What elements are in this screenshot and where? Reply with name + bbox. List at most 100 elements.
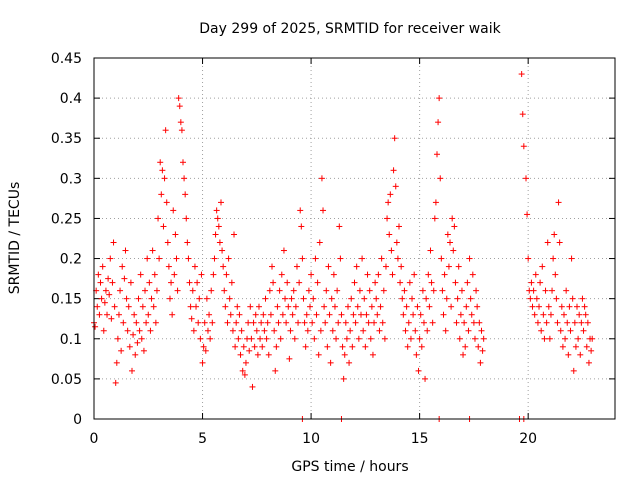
data-point (152, 319, 159, 326)
data-point (412, 327, 419, 334)
y-tick-label: 0.3 (60, 171, 82, 187)
data-point (462, 343, 469, 350)
data-point (287, 327, 294, 334)
data-point (123, 295, 130, 302)
data-point (569, 295, 576, 302)
data-point (215, 223, 222, 230)
data-point (461, 319, 468, 326)
data-point (347, 327, 354, 334)
data-point (278, 271, 285, 278)
data-point (389, 271, 396, 278)
data-point (470, 319, 477, 326)
data-point (163, 199, 170, 206)
data-point (118, 347, 125, 354)
data-point (460, 351, 467, 358)
data-point (353, 263, 360, 270)
data-point (381, 335, 388, 342)
data-point (232, 343, 239, 350)
data-point (253, 327, 260, 334)
data-point (264, 319, 271, 326)
data-point (400, 311, 407, 318)
data-point (119, 263, 126, 270)
x-tick-label: 0 (90, 431, 99, 447)
data-point (476, 319, 483, 326)
data-point (223, 271, 230, 278)
data-point (174, 287, 181, 294)
data-point (235, 335, 242, 342)
data-point (298, 223, 305, 230)
data-point (233, 319, 240, 326)
data-point (359, 255, 366, 262)
data-point (358, 311, 365, 318)
data-point (109, 279, 116, 286)
data-point (296, 279, 303, 286)
data-point (96, 311, 103, 318)
data-point (556, 239, 563, 246)
data-point (440, 311, 447, 318)
data-point (393, 239, 400, 246)
data-point (538, 327, 545, 334)
data-point (584, 319, 591, 326)
data-point (197, 335, 204, 342)
data-point (160, 223, 167, 230)
y-tick-label: 0.1 (60, 332, 82, 348)
data-point (325, 263, 332, 270)
data-point (194, 279, 201, 286)
data-point (529, 303, 536, 310)
data-point (456, 335, 463, 342)
data-point (137, 271, 144, 278)
data-point (150, 303, 157, 310)
data-point (210, 271, 217, 278)
y-axis-label: SRMTID / TECUs (7, 182, 23, 295)
data-point (121, 275, 128, 282)
data-point (564, 319, 571, 326)
data-point (366, 287, 373, 294)
data-point (185, 255, 192, 262)
data-point (257, 335, 264, 342)
data-point (139, 303, 146, 310)
data-point (465, 327, 472, 334)
data-point (402, 327, 409, 334)
data-point (428, 279, 435, 286)
data-point (545, 303, 552, 310)
data-point (302, 343, 309, 350)
data-point (374, 311, 381, 318)
data-point (100, 327, 107, 334)
data-point (546, 335, 553, 342)
data-point (219, 247, 226, 254)
data-point (417, 311, 424, 318)
data-point (159, 167, 166, 174)
data-point (422, 375, 429, 382)
data-point (542, 287, 549, 294)
data-point (221, 287, 228, 294)
data-point (251, 343, 258, 350)
data-point (313, 311, 320, 318)
data-point (469, 271, 476, 278)
data-point (536, 303, 543, 310)
data-point (530, 287, 537, 294)
data-point (340, 375, 347, 382)
data-point (448, 303, 455, 310)
data-point (426, 303, 433, 310)
data-point (151, 271, 158, 278)
y-tick-label: 0.35 (51, 131, 82, 147)
data-point (334, 287, 341, 294)
data-point (480, 335, 487, 342)
data-point (275, 319, 282, 326)
data-point (528, 279, 535, 286)
data-point (407, 335, 414, 342)
data-point (551, 231, 558, 238)
data-point (228, 279, 235, 286)
data-point (352, 319, 359, 326)
data-point (335, 319, 342, 326)
data-point (333, 335, 340, 342)
data-point (431, 215, 438, 222)
data-point (409, 295, 416, 302)
data-point (455, 263, 462, 270)
data-point (444, 231, 451, 238)
data-point (541, 335, 548, 342)
data-point (120, 319, 127, 326)
data-point (301, 319, 308, 326)
data-point (386, 231, 393, 238)
data-point (158, 191, 165, 198)
